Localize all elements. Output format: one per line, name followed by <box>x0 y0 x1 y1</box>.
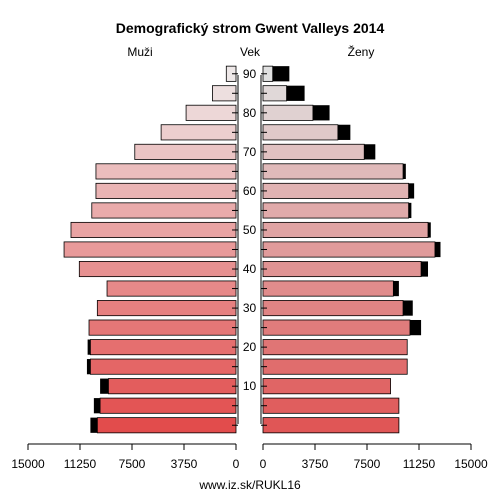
men-bar <box>90 339 237 356</box>
x-tick-label-left: 15000 <box>11 457 45 471</box>
women-excess-bar <box>421 261 429 277</box>
x-tick-label-left: 0 <box>233 457 240 471</box>
women-bar <box>262 261 422 278</box>
age-tick-label: 30 <box>243 301 257 315</box>
women-bar <box>262 124 339 141</box>
women-bar <box>262 300 404 317</box>
men-bar <box>96 417 237 434</box>
men-bar <box>63 241 237 258</box>
x-tick-label-right: 15000 <box>454 457 488 471</box>
women-excess-bar <box>286 85 305 101</box>
x-tick-label-left: 7500 <box>119 457 146 471</box>
men-bar <box>88 319 237 336</box>
x-tick-label-left: 3750 <box>171 457 198 471</box>
women-bar <box>262 221 429 238</box>
men-bar <box>96 300 237 317</box>
axes-group: 15000 11250 7500 3750 0 0 3750 7500 11250 15000 10… <box>11 67 488 471</box>
bars-group <box>63 65 441 434</box>
age-tick-label: 90 <box>243 67 257 81</box>
age-tick-label: 70 <box>243 145 257 159</box>
women-excess-bar <box>393 280 399 297</box>
women-bar <box>262 163 404 180</box>
women-excess-bar <box>409 319 422 336</box>
women-excess-bar <box>428 222 431 238</box>
men-bar <box>106 280 237 297</box>
women-excess-bar <box>403 300 413 316</box>
x-tick-label-right: 7500 <box>354 457 381 471</box>
age-tick-label: 80 <box>243 106 257 120</box>
women-bar <box>262 143 365 160</box>
men-excess-bar <box>100 378 109 394</box>
men-bar <box>90 358 237 375</box>
men-excess-bar <box>86 359 91 375</box>
women-bar <box>262 417 400 434</box>
women-bar <box>262 241 436 258</box>
men-bar <box>70 221 237 238</box>
age-tick-label: 20 <box>243 340 257 354</box>
men-bar <box>108 378 237 395</box>
women-bar <box>262 319 411 336</box>
men-bar <box>134 143 237 160</box>
women-excess-bar <box>364 144 376 160</box>
women-excess-bar <box>272 66 290 82</box>
age-tick-label: 10 <box>243 379 257 393</box>
x-tick-label-right: 3750 <box>302 457 329 471</box>
women-bar <box>262 182 410 199</box>
women-bar <box>262 280 394 297</box>
men-bar <box>160 124 237 141</box>
women-excess-bar <box>408 202 412 219</box>
women-bar <box>262 358 408 375</box>
women-excess-bar <box>312 105 330 121</box>
age-tick-label: 40 <box>243 262 257 276</box>
men-excess-bar <box>93 398 101 414</box>
x-tick-label-right: 11250 <box>403 457 436 471</box>
women-bar <box>262 378 391 395</box>
women-bar <box>262 202 410 219</box>
women-bar <box>262 397 400 414</box>
age-tick-label: 50 <box>243 223 257 237</box>
men-bar <box>99 397 237 414</box>
men-bar <box>95 182 237 199</box>
men-bar <box>185 104 237 121</box>
women-excess-bar <box>403 163 406 180</box>
women-bar <box>262 104 314 121</box>
women-excess-bar <box>408 183 415 199</box>
right-label: Ženy <box>348 44 375 59</box>
left-label: Muži <box>127 45 152 59</box>
chart-title: Demografický strom Gwent Valleys 2014 <box>116 20 385 36</box>
x-tick-label-left: 11250 <box>64 457 97 471</box>
men-excess-bar <box>87 339 91 355</box>
women-bar <box>262 339 408 356</box>
age-tick-label: 60 <box>243 184 257 198</box>
men-excess-bar <box>90 417 98 433</box>
men-bar <box>95 163 237 180</box>
women-excess-bar <box>337 124 351 140</box>
x-tick-label-right: 0 <box>260 457 267 471</box>
women-excess-bar <box>434 241 441 258</box>
men-bar <box>78 261 237 278</box>
center-label: Vek <box>240 45 261 59</box>
footer-url: www.iz.sk/RUKL16 <box>198 478 301 492</box>
men-bar <box>91 202 237 219</box>
